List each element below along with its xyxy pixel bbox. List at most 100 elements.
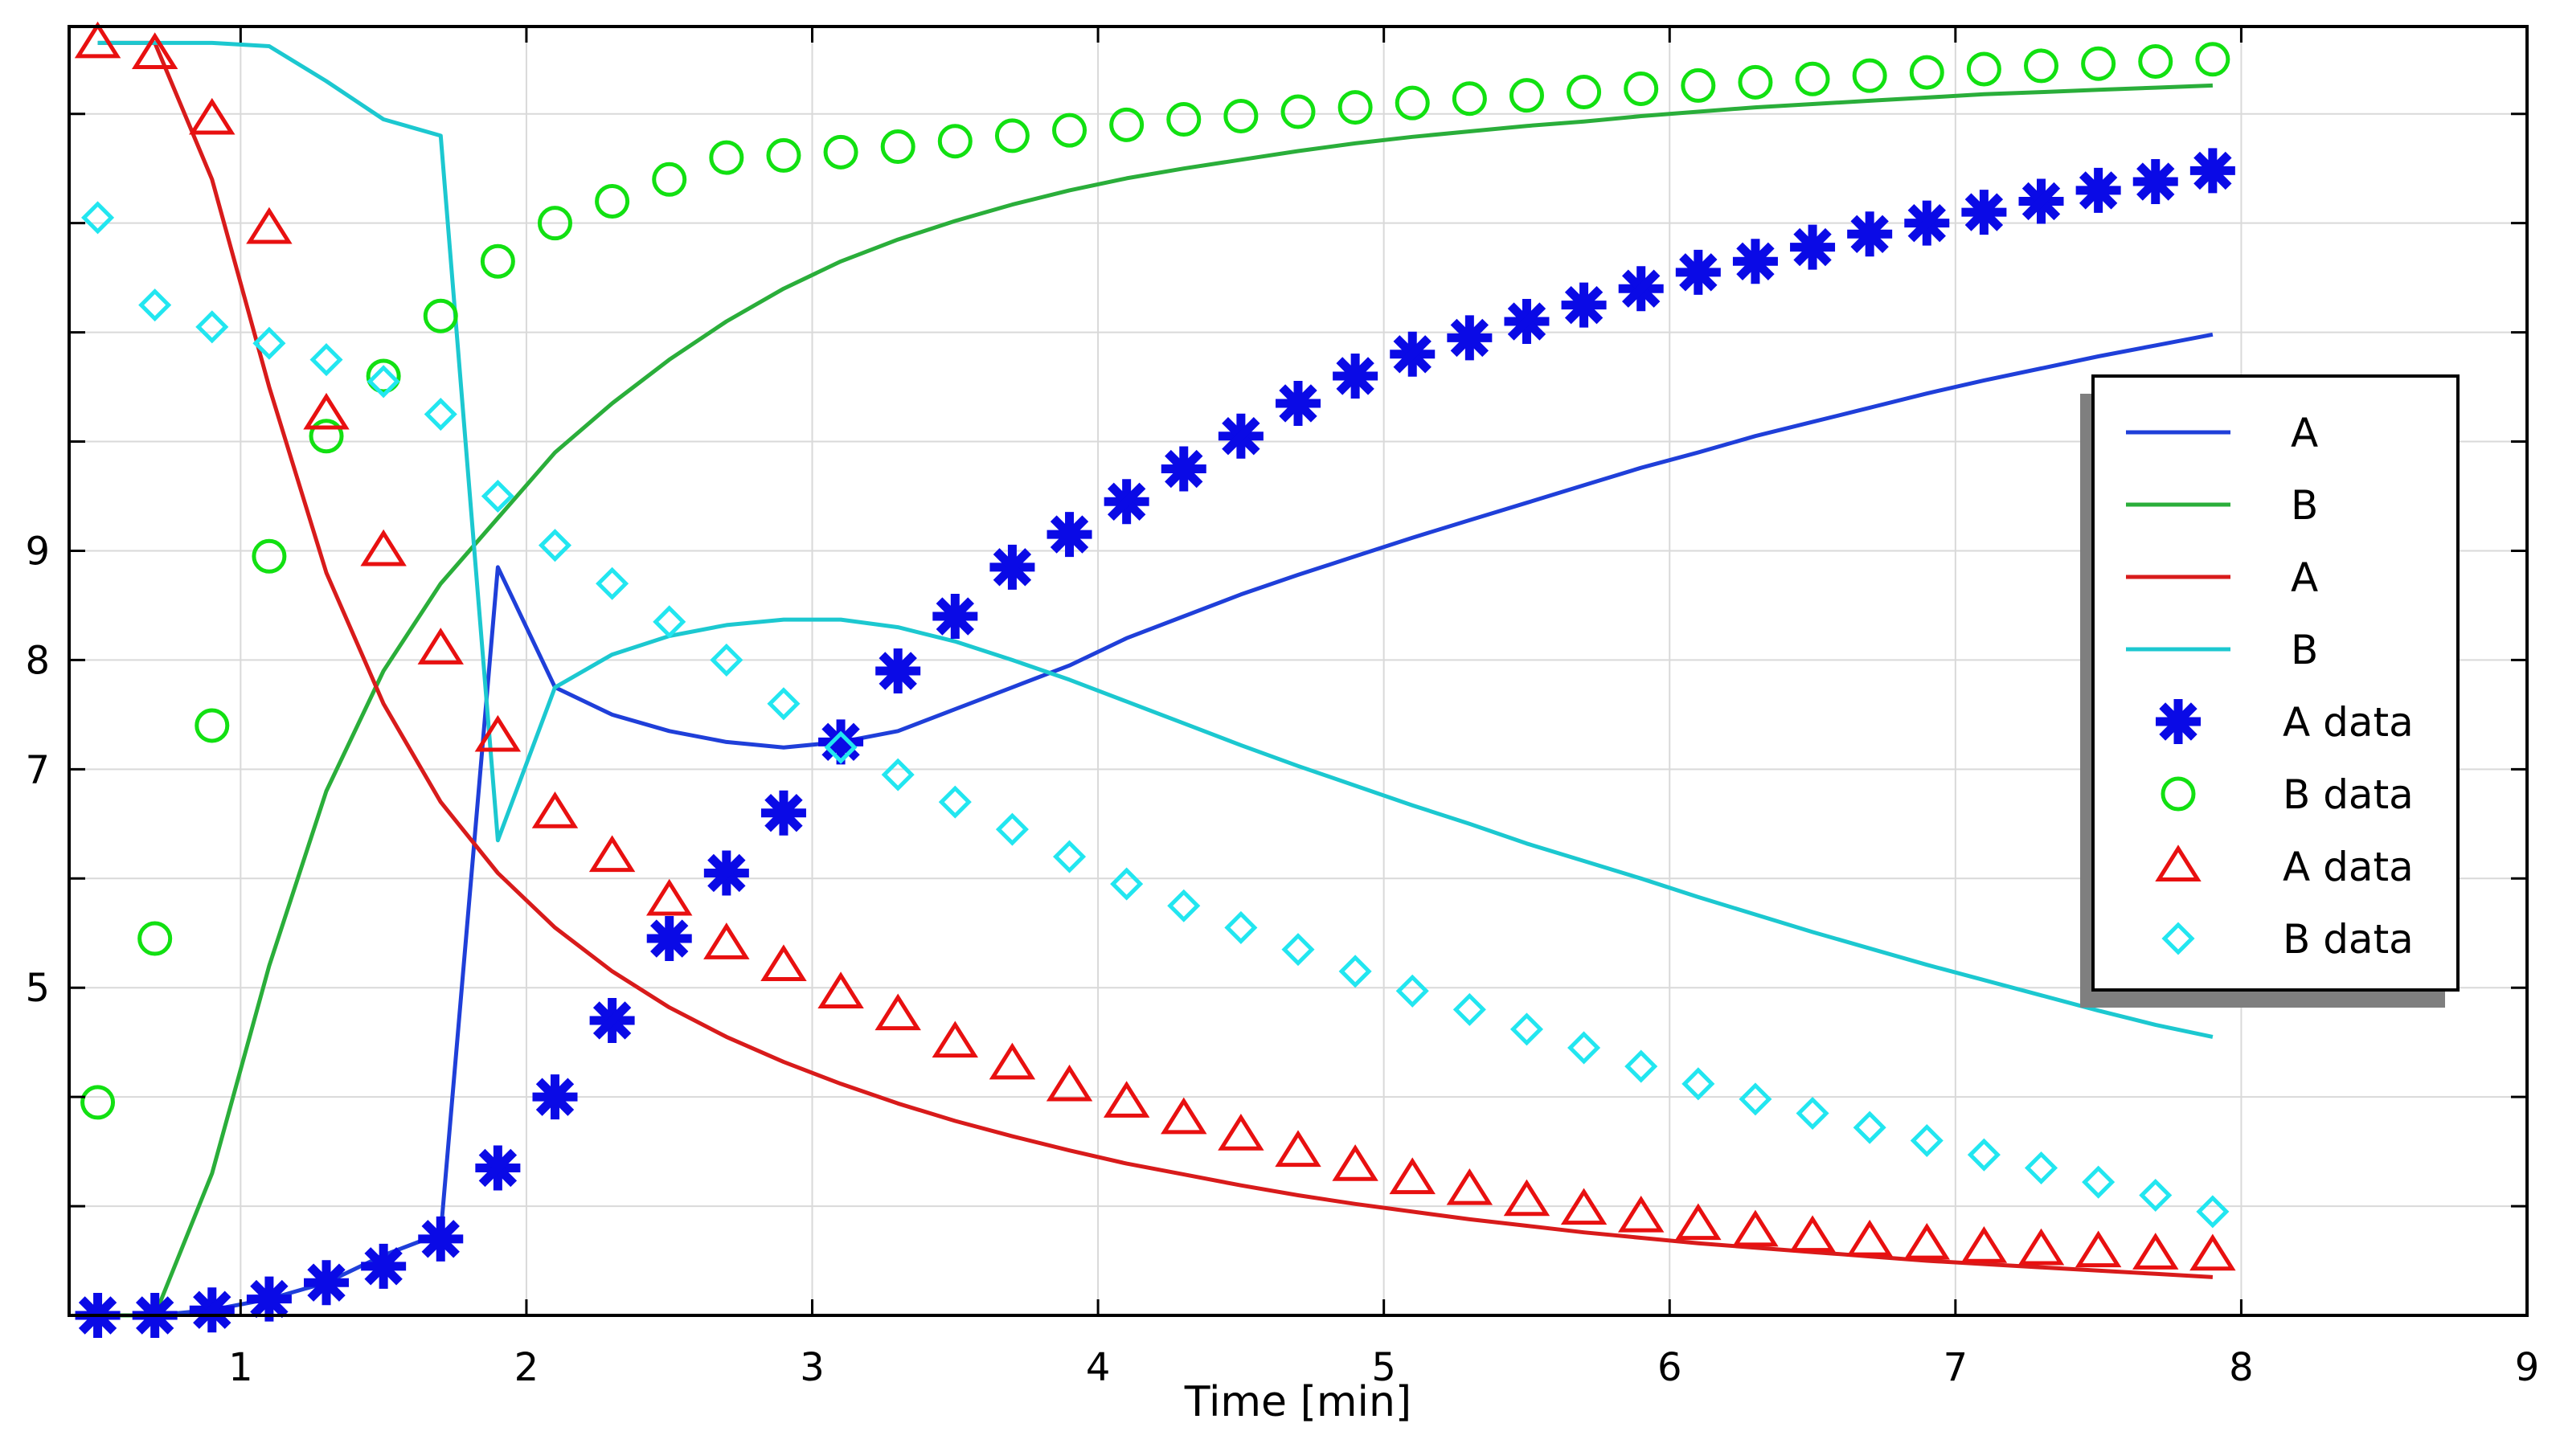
- data-point-b-data: [766, 137, 801, 173]
- data-point-b-data: [1681, 1067, 1715, 1101]
- data-point-a-data-stroke: [1793, 227, 1832, 267]
- data-point-b-data: [1738, 64, 1773, 100]
- data-point-b-data: [2138, 43, 2173, 79]
- data-point-b-data: [1337, 90, 1373, 125]
- data-point-a-data-stroke: [478, 1148, 518, 1188]
- data-point-a-data: [1161, 1097, 1207, 1135]
- legend-label-b-data: B data: [2283, 916, 2414, 963]
- data-point-a-data: [817, 971, 864, 1008]
- data-point-b-data: [652, 162, 687, 197]
- data-point-b-data: [2081, 46, 2116, 81]
- data-point-a-data: [760, 944, 807, 982]
- data-point-a-data: [1561, 282, 1607, 328]
- data-point-b-data: [710, 643, 743, 677]
- x-tick-label: 1: [228, 1345, 253, 1390]
- x-tick-label: 6: [1657, 1345, 1682, 1390]
- data-point-a-data: [1560, 1188, 1608, 1225]
- data-point-a-data: [74, 21, 121, 59]
- data-point-b-data: [252, 538, 287, 574]
- x-tick-label: 4: [1086, 1345, 1111, 1390]
- data-point-a-data-stroke: [879, 652, 917, 690]
- series-line-a-0: [97, 332, 2214, 1318]
- legend-label-a: A: [2291, 410, 2318, 456]
- x-tick-label: 8: [2229, 1345, 2254, 1390]
- data-point-b-data: [596, 566, 629, 600]
- data-point-a-data: [2075, 167, 2121, 213]
- data-point-b-data: [195, 708, 230, 743]
- series-line-b-3: [97, 40, 2214, 1039]
- data-point-a-data: [1903, 1222, 1951, 1260]
- data-point-b-data: [1052, 840, 1087, 873]
- data-point-a-data: [131, 32, 178, 69]
- data-point-a-data: [361, 1243, 407, 1289]
- data-point-b-data: [1338, 955, 1372, 988]
- data-point-a-data: [1789, 1215, 1836, 1253]
- data-point-b-data: [709, 140, 744, 175]
- data-point-a-data-stroke: [1622, 269, 1661, 308]
- data-point-a-data: [360, 529, 407, 566]
- data-point-a-data: [989, 544, 1035, 590]
- data-point-b-data: [995, 812, 1029, 846]
- data-point-b-data: [1567, 1031, 1601, 1065]
- data-point-b-data: [2196, 1195, 2230, 1229]
- series-layer: [74, 21, 2236, 1338]
- data-point-a-data-stroke: [1507, 302, 1546, 341]
- data-point-b-data: [423, 298, 458, 333]
- data-point-a-data-stroke: [1907, 203, 1946, 243]
- data-point-a-data-stroke: [1679, 253, 1718, 292]
- data-point-a-data-stroke: [1564, 285, 1604, 325]
- data-point-a-data: [589, 997, 635, 1043]
- data-point-b-data: [1280, 94, 1316, 129]
- data-point-b-data: [938, 785, 972, 819]
- data-point-b-data: [1395, 974, 1429, 1008]
- data-point-a-data: [932, 594, 978, 640]
- data-point-a-data-stroke: [650, 919, 689, 958]
- data-point-b-data: [137, 921, 173, 956]
- data-point-b-data: [1966, 51, 2001, 87]
- data-point-a-data-stroke: [421, 1220, 460, 1258]
- data-point-a-data: [475, 1145, 521, 1191]
- data-point-a-data: [1904, 200, 1950, 246]
- legend-label-b-data: B data: [2283, 771, 2414, 818]
- data-point-a-data-stroke: [2193, 151, 2232, 190]
- data-point-a-data: [588, 835, 636, 873]
- data-point-a-data: [1047, 512, 1092, 558]
- data-point-a-data-stroke: [2021, 182, 2061, 221]
- data-point-a-data-stroke: [2136, 162, 2175, 201]
- series-markers-b-data-7: [81, 201, 2230, 1229]
- data-point-a-data: [1675, 1203, 1722, 1241]
- data-point-a-data: [303, 392, 350, 430]
- data-point-a-data: [1333, 353, 1378, 399]
- data-point-b-data: [1739, 1082, 1772, 1116]
- data-point-a-data: [189, 1287, 235, 1333]
- data-point-b-data: [1452, 992, 1486, 1026]
- legend-marker-a-data: [2155, 845, 2202, 881]
- data-point-a-data-stroke: [1165, 449, 1203, 489]
- data-point-a-data: [2018, 178, 2064, 224]
- data-point-b-data: [81, 201, 115, 235]
- data-point-a-data: [1103, 1081, 1150, 1118]
- data-point-a-data: [1847, 211, 1893, 257]
- legend-label-a-data: A data: [2283, 699, 2414, 746]
- y-tick-label: 5: [25, 966, 50, 1011]
- data-point-a-data-stroke: [364, 1247, 403, 1286]
- data-point-a-data: [2189, 1233, 2236, 1271]
- data-point-b-data: [480, 243, 515, 279]
- ticks: [69, 27, 2529, 1315]
- data-point-b-data: [653, 605, 686, 639]
- data-point-b-data: [80, 1085, 116, 1120]
- data-point-b-data: [1509, 1012, 1544, 1046]
- data-point-b-data: [994, 118, 1030, 153]
- data-point-a-data: [932, 1020, 979, 1058]
- data-point-b-data: [1624, 1049, 1658, 1083]
- legend-label-b: B: [2291, 482, 2318, 529]
- data-point-a-data: [304, 1260, 350, 1306]
- data-point-b-data: [1624, 71, 1659, 106]
- data-point-a-data: [1960, 1226, 2008, 1263]
- data-point-a-data: [818, 719, 864, 765]
- data-point-b-data: [195, 310, 229, 344]
- plot-frame: [68, 25, 2529, 1317]
- data-point-b-data: [1166, 102, 1202, 137]
- data-point-a-data: [532, 1074, 578, 1120]
